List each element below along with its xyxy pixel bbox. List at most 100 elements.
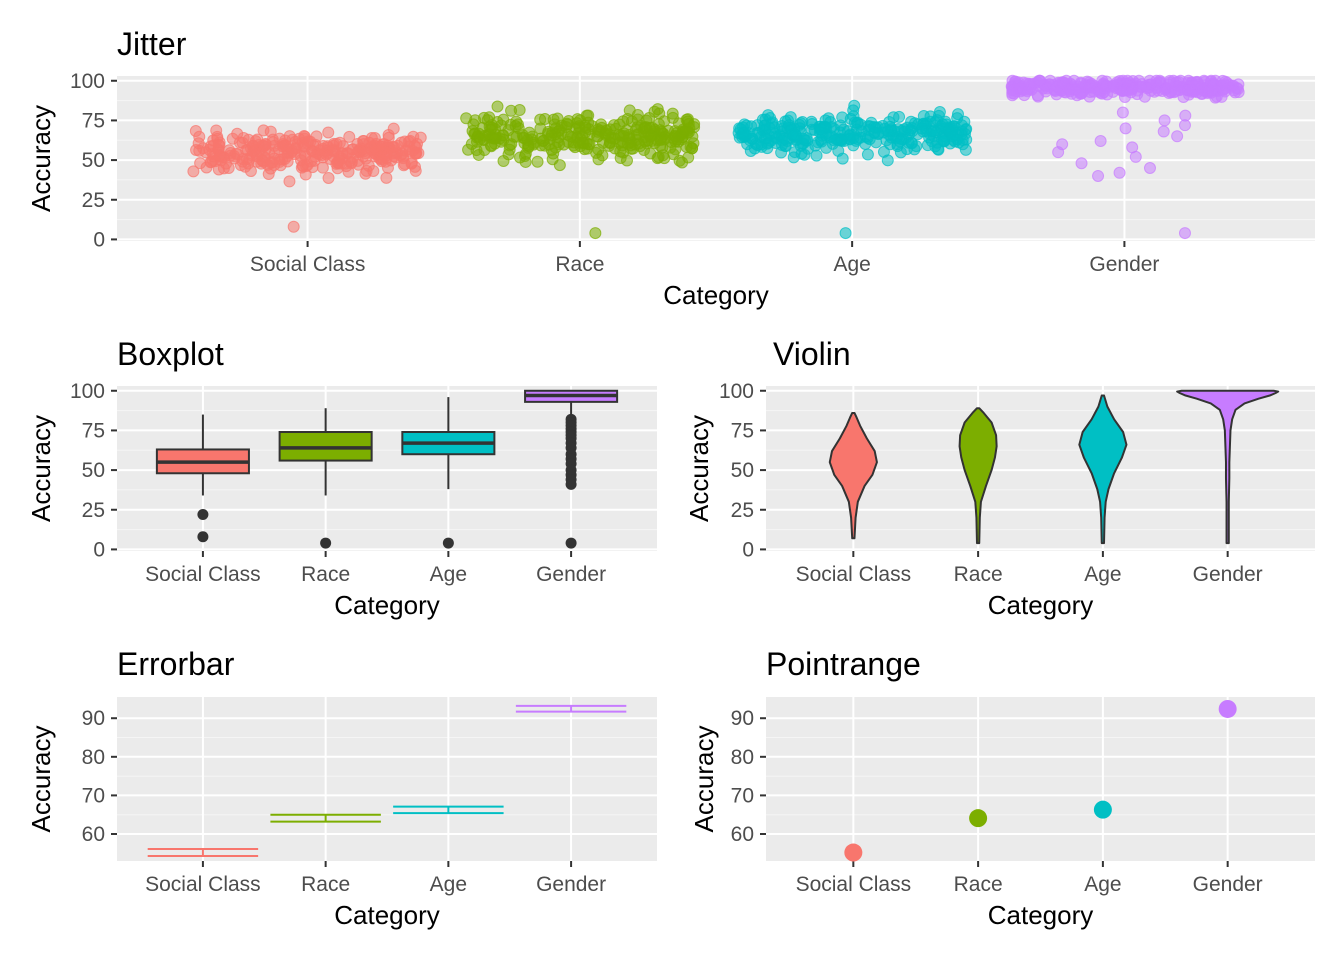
jitter-point: [956, 134, 969, 147]
jitter-point: [1171, 130, 1184, 143]
jitter-point: [751, 139, 764, 152]
jitter-point: [193, 130, 206, 143]
pointrange-y-axis-label: Accuracy: [689, 726, 719, 833]
jitter-point: [1056, 138, 1069, 151]
jitter-point: [294, 154, 307, 167]
jitter-point: [244, 165, 257, 178]
jitter-point: [298, 130, 311, 143]
violin-ytick-label: 50: [731, 459, 754, 482]
jitter-point: [828, 134, 841, 147]
jitter-point: [1205, 74, 1218, 87]
jitter-point: [1179, 109, 1192, 122]
jitter-point: [604, 137, 617, 150]
violin-title: Violin: [773, 336, 851, 372]
jitter-point: [1195, 87, 1208, 100]
jitter-point: [951, 112, 964, 125]
boxplot-xtick-label: Gender: [536, 563, 606, 586]
boxplot-ytick-label: 100: [70, 380, 105, 403]
jitter-point: [281, 150, 294, 163]
jitter-point: [839, 227, 852, 240]
jitter-point: [187, 165, 200, 178]
jitter-x-axis-label: Category: [663, 280, 769, 310]
jitter-point: [194, 157, 207, 170]
box-outlier: [320, 537, 332, 549]
jitter-point: [1157, 125, 1170, 138]
violin-marks: [828, 389, 1280, 545]
violin-xtick-label: Gender: [1193, 563, 1263, 586]
jitter-point: [564, 130, 577, 143]
jitter-point: [652, 151, 665, 164]
jitter-point: [531, 155, 544, 168]
jitter-point: [688, 118, 701, 131]
jitter-point: [465, 137, 478, 150]
errorbar-ytick-label: 70: [82, 784, 105, 807]
jitter-point: [1111, 76, 1124, 89]
errorbar-xtick-label: Race: [301, 873, 350, 896]
pointrange-xtick-label: Age: [1084, 873, 1121, 896]
pointrange-point: [1218, 699, 1237, 718]
jitter-point: [1006, 87, 1019, 100]
jitter-point: [210, 124, 223, 137]
jitter-point: [794, 117, 807, 130]
jitter-ytick-label: 100: [70, 70, 105, 93]
errorbar-ytick-label: 80: [82, 746, 105, 769]
jitter-point: [931, 143, 944, 156]
jitter-point: [1062, 83, 1075, 96]
jitter-point: [322, 126, 335, 139]
jitter-point: [620, 124, 633, 137]
pointrange-x-axis-label: Category: [988, 900, 1094, 930]
pointrange-marks: [844, 699, 1237, 862]
errorbar-x-axis-label: Category: [334, 900, 440, 930]
violin-ytick-label: 0: [742, 538, 754, 561]
jitter-point: [251, 133, 264, 146]
jitter-point: [582, 123, 595, 136]
jitter-point: [664, 141, 677, 154]
jitter-point: [333, 136, 346, 149]
jitter-point: [1232, 82, 1245, 95]
violin-shape: [828, 411, 878, 540]
jitter-point: [666, 107, 679, 120]
jitter-point: [847, 104, 860, 117]
jitter-point: [523, 126, 536, 139]
jitter-marks: [187, 74, 1245, 240]
jitter-point: [1092, 169, 1105, 182]
jitter-point: [265, 157, 278, 170]
box-outlier: [565, 478, 577, 490]
jitter-xtick-label: Social Class: [250, 253, 366, 276]
jitter-point: [877, 145, 890, 158]
jitter-xtick-label: Race: [555, 253, 604, 276]
pointrange-xtick-label: Race: [954, 873, 1003, 896]
pointrange-ytick-label: 70: [731, 784, 754, 807]
jitter-point: [1012, 76, 1025, 89]
errorbar-y-axis-label: Accuracy: [26, 726, 56, 833]
jitter-point: [466, 124, 479, 137]
jitter-point: [1216, 74, 1229, 87]
violin-ytick-label: 75: [731, 419, 754, 442]
violin-shape: [1176, 389, 1280, 545]
boxplot-ytick-label: 25: [82, 499, 105, 522]
jitter-point: [1094, 135, 1107, 148]
jitter-point: [382, 131, 395, 144]
jitter-point: [322, 172, 335, 185]
jitter-point: [213, 139, 226, 152]
jitter-ytick-label: 0: [93, 228, 105, 251]
errorbar-marks: [147, 704, 627, 857]
jitter-point: [283, 175, 296, 188]
violin-xtick-label: Age: [1084, 563, 1121, 586]
pointrange-point: [1093, 800, 1112, 819]
jitter-point: [789, 128, 802, 141]
jitter-point: [902, 136, 915, 149]
jitter-point: [343, 130, 356, 143]
violin-xtick-label: Race: [954, 563, 1003, 586]
jitter-point: [1168, 86, 1181, 99]
pointrange-ytick-label: 90: [731, 707, 754, 730]
errorbar-ytick-label: 60: [82, 823, 105, 846]
boxplot-ytick-label: 50: [82, 459, 105, 482]
errorbar-xtick-label: Gender: [536, 873, 606, 896]
errorbar-xtick-label: Age: [430, 873, 467, 896]
jitter-point: [410, 141, 423, 154]
jitter-title: Jitter: [117, 26, 187, 62]
jitter-point: [534, 113, 547, 126]
jitter-point: [1116, 84, 1129, 97]
